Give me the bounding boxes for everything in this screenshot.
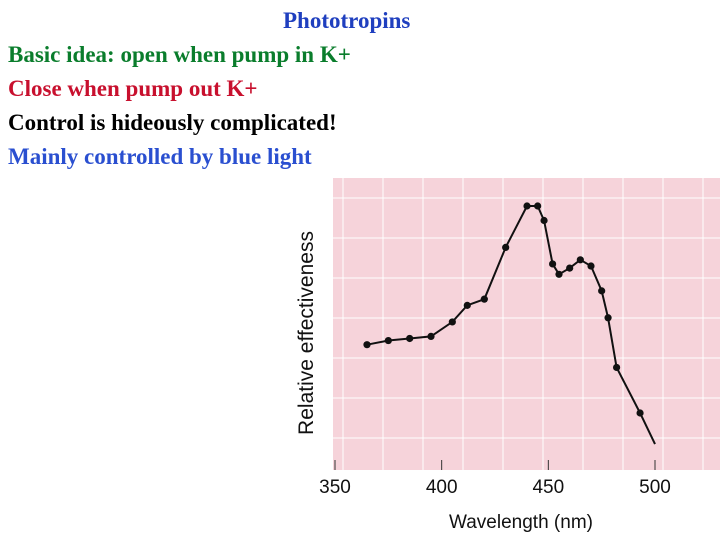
action-spectrum-chart: 350 400 450 500 Relative effectiveness Wave…	[295, 178, 720, 533]
data-point	[534, 202, 542, 210]
data-point	[555, 270, 563, 278]
data-point	[613, 363, 621, 372]
plot-area	[333, 178, 720, 470]
data-point	[598, 287, 606, 295]
x-tick-label: 400	[426, 477, 458, 498]
data-point	[463, 301, 471, 309]
y-axis-label: Relative effectiveness	[295, 231, 318, 435]
data-point	[523, 202, 531, 210]
slide-title: Phototropins	[283, 8, 411, 33]
action-spectrum-figure: 350 400 450 500 Relative effectiveness Wave…	[280, 178, 720, 540]
x-tick-label: 350	[319, 477, 351, 498]
x-axis-label: Wavelength (nm)	[449, 512, 593, 533]
data-point	[549, 260, 557, 268]
data-point	[566, 264, 574, 272]
grid-lines	[333, 178, 720, 470]
data-point	[363, 341, 371, 349]
data-point	[427, 332, 435, 341]
data-point	[448, 318, 456, 326]
data-point	[604, 314, 612, 322]
data-point	[406, 334, 414, 343]
x-tick-label: 500	[639, 477, 671, 498]
data-point	[540, 216, 548, 225]
data-point	[480, 295, 488, 303]
data-point	[576, 256, 584, 264]
bullet-line-1: Basic idea: open when pump in K+	[8, 42, 351, 67]
x-tick-label: 450	[532, 477, 564, 498]
x-tick-labels: 350 400 450 500	[319, 460, 671, 498]
bullet-line-4: Mainly controlled by blue light	[8, 144, 312, 169]
data-point	[587, 262, 595, 270]
data-point	[502, 243, 510, 251]
bullet-line-2: Close when pump out K+	[8, 76, 258, 101]
data-point	[636, 409, 644, 417]
data-point	[384, 336, 392, 345]
data-points-group	[363, 202, 644, 417]
bullet-line-3: Control is hideously complicated!	[8, 110, 337, 135]
